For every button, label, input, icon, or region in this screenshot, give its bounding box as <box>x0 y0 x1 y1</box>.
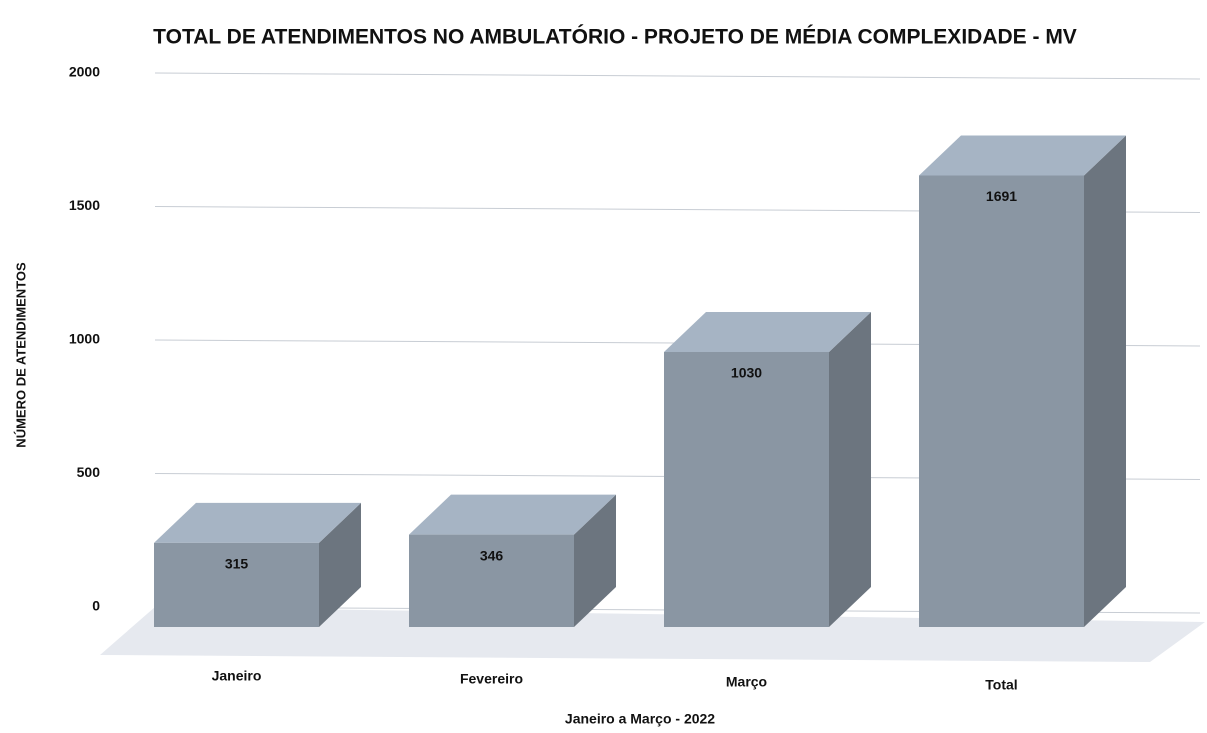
value-label: 1691 <box>986 188 1017 204</box>
x-tick-label: Fevereiro <box>460 671 523 687</box>
bar <box>919 175 1084 628</box>
bar <box>154 542 319 627</box>
x-tick-label: Total <box>985 677 1017 693</box>
grid-line <box>154 72 1201 80</box>
y-tick-label: 0 <box>92 598 100 614</box>
x-tick-label: Janeiro <box>212 668 262 684</box>
y-tick-label: 1500 <box>69 197 100 213</box>
bar-side <box>829 311 871 627</box>
value-label: 346 <box>480 547 504 563</box>
bar-top <box>664 311 871 352</box>
bar-top <box>409 494 616 535</box>
bar-side <box>319 502 361 627</box>
chart-title: TOTAL DE ATENDIMENTOS NO AMBULATÓRIO - P… <box>153 25 1077 49</box>
bar <box>409 534 574 627</box>
bar-side <box>574 494 616 627</box>
y-tick-label: 1000 <box>69 331 100 347</box>
bar-top <box>919 135 1126 176</box>
y-tick-label: 2000 <box>69 64 100 80</box>
value-label: 315 <box>225 556 249 572</box>
bar-top <box>154 502 361 543</box>
y-axis-label: NÚMERO DE ATENDIMENTOS <box>13 262 28 448</box>
x-tick-label: Março <box>726 674 767 690</box>
y-tick-label: 500 <box>77 464 101 480</box>
bar <box>664 351 829 627</box>
x-axis-label: Janeiro a Março - 2022 <box>565 711 715 727</box>
value-label: 1030 <box>731 365 762 381</box>
bar-side <box>1084 135 1126 628</box>
